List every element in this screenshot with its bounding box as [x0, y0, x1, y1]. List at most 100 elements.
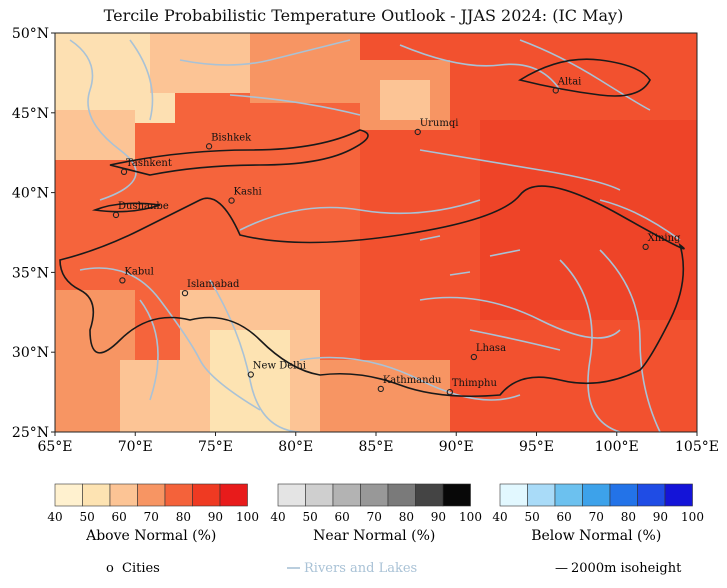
legend-tick-label: 40 — [492, 510, 507, 524]
city-marker — [552, 87, 559, 94]
legend-tick-label: 50 — [302, 510, 317, 524]
y-tick-label: 45°N — [12, 106, 49, 122]
legend-3: 40 50 60 70 80 90 100 Below Normal (%) — [492, 483, 704, 544]
city-label: Islamabad — [187, 279, 240, 290]
legend-title: Above Normal (%) — [85, 528, 216, 544]
legend-swatch — [137, 483, 166, 507]
legend-tick-label: 60 — [335, 510, 350, 524]
legend-swatch — [442, 483, 471, 507]
city-label: Altai — [557, 76, 582, 87]
legend-swatch — [332, 483, 361, 507]
city-label: Urumqi — [420, 118, 459, 129]
city-marker — [377, 385, 384, 393]
city-marker — [247, 371, 254, 378]
map-title: Tercile Probabilistic Temperature Outloo… — [103, 6, 624, 25]
legend-tick-label: 80 — [399, 510, 414, 524]
probability-field — [55, 33, 697, 432]
city-label: Thimphu — [452, 378, 498, 389]
y-tick-label: 35°N — [12, 265, 49, 281]
x-tick-label: 85°E — [358, 439, 393, 455]
color-legends: 40 50 60 70 80 90 100 Above Normal (%) 40 50 60 70 8… — [47, 483, 704, 544]
city-marker — [112, 211, 120, 219]
city-label: Xining — [648, 233, 681, 244]
city-label: Kathmandu — [383, 375, 442, 386]
legend-swatch — [527, 483, 556, 507]
legend-swatch — [637, 483, 666, 507]
legend-swatch — [192, 483, 221, 507]
city-markers: Altai Urumqi Bishkek Tashkent Kashi Dushanbe X… — [112, 76, 681, 396]
x-tick-label: 100°E — [595, 439, 639, 455]
legend-swatch — [582, 483, 611, 507]
legend-swatch — [554, 483, 583, 507]
isoheight-key-label: 2000m isoheight — [571, 561, 682, 576]
legend-tick-label: 90 — [653, 510, 668, 524]
legend-tick-label: 100 — [459, 510, 482, 524]
y-axis-ticks: 50°N 45°N 40°N 35°N 30°N 25°N — [12, 26, 55, 441]
legend-tick-label: 40 — [270, 510, 285, 524]
rivers-and-lakes — [69, 39, 681, 432]
legend-swatch — [415, 483, 444, 507]
x-tick-label: 70°E — [118, 439, 153, 455]
isoheight-key-marker: — — [555, 561, 568, 576]
city-marker — [414, 128, 421, 136]
x-tick-label: 90°E — [439, 439, 474, 455]
legend-tick-label: 60 — [557, 510, 572, 524]
legend-title: Below Normal (%) — [531, 528, 661, 544]
legend-tick-label: 50 — [524, 510, 539, 524]
legend-swatch — [164, 483, 193, 507]
y-tick-label: 30°N — [12, 345, 49, 361]
legend-tick-label: 50 — [79, 510, 94, 524]
legend-tick-label: 100 — [236, 510, 259, 524]
legend-swatch — [82, 483, 111, 507]
city-label: Tashkent — [126, 158, 172, 169]
legend-title: Near Normal (%) — [313, 528, 435, 544]
city-marker — [228, 197, 235, 204]
legend-tick-label: 70 — [367, 510, 382, 524]
y-tick-label: 50°N — [12, 26, 49, 42]
legend-2: 40 50 60 70 80 90 100 Near Normal (%) — [270, 483, 482, 544]
legend-swatch — [499, 483, 528, 507]
city-marker — [120, 168, 128, 176]
x-tick-label: 105°E — [675, 439, 719, 455]
city-marker — [205, 143, 213, 150]
legend-tick-label: 90 — [431, 510, 446, 524]
legend-swatch — [387, 483, 416, 507]
legend-tick-label: 100 — [681, 510, 704, 524]
legend-swatch — [664, 483, 693, 507]
legend-swatch — [609, 483, 638, 507]
legend-tick-label: 40 — [47, 510, 62, 524]
city-marker — [642, 243, 649, 251]
city-label: Kashi — [234, 187, 262, 198]
city-marker — [119, 277, 126, 284]
x-axis-ticks: 65°E 70°E 75°E 80°E 85°E 90°E 95°E 100°E 105°E — [37, 432, 719, 455]
legend-tick-label: 70 — [144, 510, 159, 524]
isoheight-contour — [59, 58, 685, 398]
legend-swatch — [277, 483, 306, 507]
city-marker — [446, 388, 453, 396]
city-label: Bishkek — [211, 132, 252, 143]
city-label: New Delhi — [253, 361, 306, 372]
y-tick-label: 40°N — [12, 186, 49, 202]
legend-tick-label: 80 — [176, 510, 191, 524]
cities-key-label: Cities — [122, 561, 160, 576]
x-tick-label: 75°E — [198, 439, 233, 455]
legend-tick-label: 90 — [208, 510, 223, 524]
cities-key-marker: o — [106, 561, 114, 576]
city-marker — [181, 289, 189, 297]
map-key: o Cities Rivers and Lakes — 2000m isohei… — [106, 561, 682, 576]
legend-1: 40 50 60 70 80 90 100 Above Normal (%) — [47, 483, 259, 544]
legend-swatch — [305, 483, 334, 507]
city-label: Kabul — [124, 266, 153, 277]
legend-swatch — [109, 483, 138, 507]
legend-swatch — [54, 483, 83, 507]
city-marker — [470, 353, 478, 361]
x-tick-label: 80°E — [278, 439, 313, 455]
legend-tick-label: 80 — [621, 510, 636, 524]
legend-tick-label: 60 — [112, 510, 127, 524]
city-label: Dushanbe — [118, 201, 169, 212]
rivers-key-label: Rivers and Lakes — [304, 561, 417, 576]
x-tick-label: 95°E — [519, 439, 554, 455]
legend-tick-label: 70 — [589, 510, 604, 524]
city-label: Lhasa — [476, 343, 506, 354]
